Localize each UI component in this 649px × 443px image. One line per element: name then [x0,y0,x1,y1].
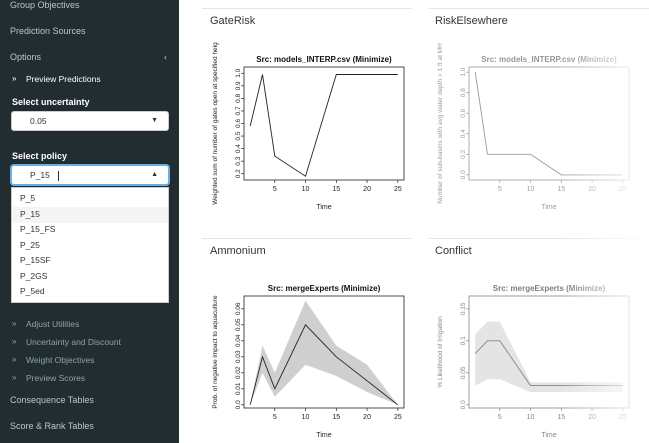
policy-dropdown: P_5 P_15 P_15_FS P_25 P_15SF P_2GS P_5ed [11,187,169,303]
nav-preview-scores[interactable]: » Preview Scores [0,373,179,383]
sidebar: Group Objectives Prediction Sources Opti… [0,0,179,443]
double-chevron-icon: » [12,355,17,364]
nav-weight-objectives-label: Weight Objectives [26,355,95,365]
nav-prediction-sources[interactable]: Prediction Sources [10,26,86,36]
nav-preview-predictions[interactable]: » Preview Predictions [0,74,179,84]
nav-adjust-utilities[interactable]: » Adjust Utilities [0,319,179,329]
uncertainty-label: Select uncertainty [12,97,90,107]
nav-weight-objectives[interactable]: » Weight Objectives [0,355,179,365]
policy-option[interactable]: P_5 [20,193,36,203]
divider [429,238,649,239]
nav-score-rank-tables[interactable]: Score & Rank Tables [10,421,94,431]
divider [202,238,412,239]
nav-consequence-tables[interactable]: Consequence Tables [10,395,94,405]
policy-option-highlighted[interactable]: P_15 [12,207,168,223]
divider [429,8,649,9]
nav-uncertainty-discount-label: Uncertainty and Discount [26,337,121,347]
double-chevron-icon: » [12,319,17,328]
text-cursor [57,170,59,181]
nav-uncertainty-discount[interactable]: » Uncertainty and Discount [0,337,179,347]
panel-title-ammonium: Ammonium [210,245,266,257]
chart-riskelsewhere-wrap [401,38,649,238]
policy-option[interactable]: P_5ed [20,286,45,296]
uncertainty-value: 0.05 [30,116,47,126]
panel-title-riskelsewhere: RiskElsewhere [435,15,508,27]
nav-options[interactable]: Options ‹ [0,52,179,62]
policy-option[interactable]: P_25 [20,240,40,250]
caret-down-icon: ▼ [151,117,158,124]
divider [202,8,412,9]
caret-up-icon: ▲ [151,171,158,178]
policy-option[interactable]: P_15_FS [20,224,56,234]
policy-option[interactable]: P_15SF [20,255,51,265]
policy-select[interactable]: P_15 ▲ [11,165,169,185]
panel-title-conflict: Conflict [435,245,472,257]
panel-title-gaterisk: GateRisk [210,15,256,27]
main-content: GateRisk RiskElsewhere Ammonium Conflict [179,0,649,443]
double-chevron-icon: » [12,74,17,83]
nav-preview-scores-label: Preview Scores [26,373,86,383]
nav-group-objectives[interactable]: Group Objectives [10,0,80,10]
nav-options-label: Options [10,52,42,62]
nav-preview-predictions-label: Preview Predictions [26,74,101,84]
chevron-left-icon: ‹ [164,52,167,62]
policy-option[interactable]: P_2GS [20,271,48,281]
policy-label: Select policy [12,151,68,161]
double-chevron-icon: » [12,373,17,382]
uncertainty-select[interactable]: 0.05 ▼ [11,111,169,131]
double-chevron-icon: » [12,337,17,346]
nav-adjust-utilities-label: Adjust Utilities [26,319,80,329]
policy-value: P_15 [30,170,50,180]
